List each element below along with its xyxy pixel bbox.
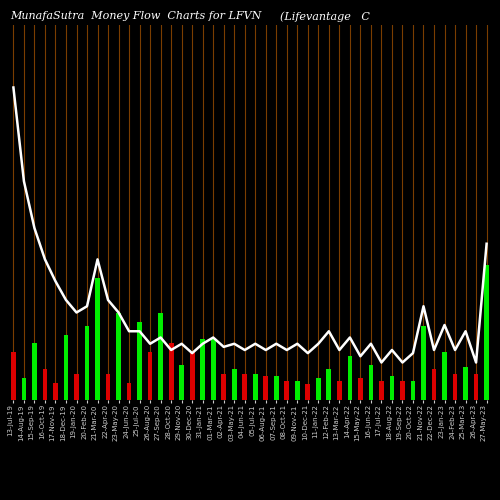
Bar: [211, 339, 216, 400]
Bar: [463, 367, 468, 400]
Bar: [74, 374, 79, 400]
Bar: [148, 352, 152, 400]
Text: (Lifevantage   C: (Lifevantage C: [280, 11, 370, 22]
Bar: [84, 326, 89, 400]
Bar: [358, 378, 363, 400]
Bar: [253, 374, 258, 400]
Bar: [169, 344, 173, 400]
Bar: [126, 382, 132, 400]
Bar: [348, 356, 352, 400]
Bar: [64, 334, 68, 400]
Bar: [379, 381, 384, 400]
Bar: [32, 344, 37, 400]
Bar: [421, 326, 426, 400]
Bar: [337, 381, 342, 400]
Bar: [158, 313, 163, 400]
Bar: [22, 378, 26, 400]
Bar: [180, 365, 184, 400]
Bar: [284, 381, 289, 400]
Bar: [452, 374, 458, 400]
Bar: [410, 381, 416, 400]
Bar: [42, 370, 48, 400]
Bar: [190, 352, 194, 400]
Bar: [400, 381, 405, 400]
Bar: [106, 374, 110, 400]
Bar: [484, 265, 489, 400]
Bar: [222, 374, 226, 400]
Bar: [306, 384, 310, 400]
Bar: [11, 352, 16, 400]
Bar: [316, 378, 320, 400]
Bar: [53, 382, 58, 400]
Bar: [442, 352, 447, 400]
Bar: [432, 370, 436, 400]
Bar: [264, 376, 268, 400]
Bar: [274, 376, 278, 400]
Bar: [242, 374, 247, 400]
Bar: [326, 370, 331, 400]
Text: MunafaSutra  Money Flow  Charts for LFVN: MunafaSutra Money Flow Charts for LFVN: [10, 11, 262, 21]
Bar: [200, 339, 205, 400]
Bar: [368, 365, 374, 400]
Bar: [390, 376, 394, 400]
Bar: [232, 370, 236, 400]
Bar: [116, 313, 121, 400]
Bar: [474, 374, 478, 400]
Bar: [295, 381, 300, 400]
Bar: [95, 278, 100, 400]
Bar: [137, 322, 142, 400]
